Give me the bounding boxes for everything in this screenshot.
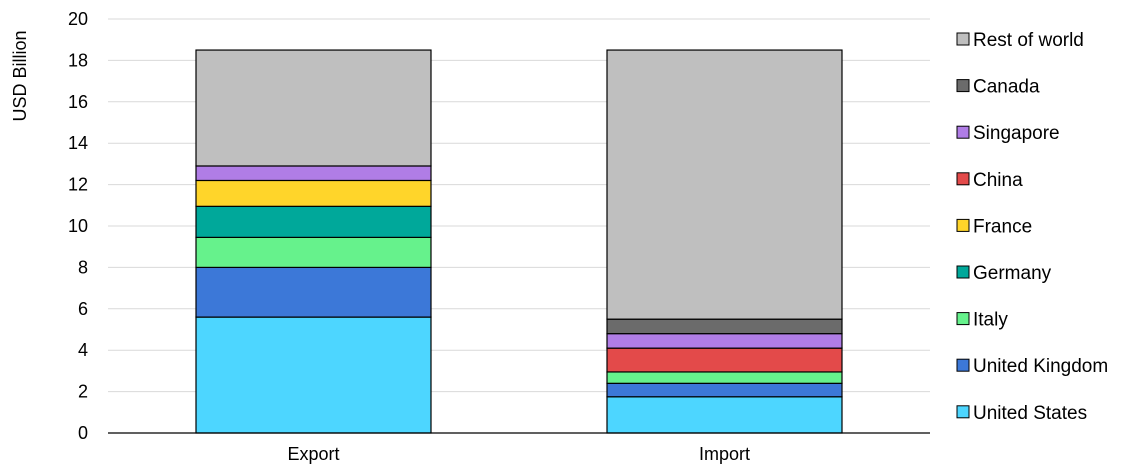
legend-label: Germany <box>973 263 1052 284</box>
bars <box>195 49 843 434</box>
y-tick-label: 6 <box>78 299 88 319</box>
bar-segment-import-united-states <box>606 396 843 434</box>
legend-label: Rest of world <box>973 30 1084 51</box>
legend-swatch <box>956 312 970 326</box>
y-axis-title: USD Billion <box>10 30 30 121</box>
legend-label: France <box>973 216 1032 237</box>
legend-swatch <box>956 125 970 139</box>
y-tick-label: 0 <box>78 423 88 443</box>
x-tick-label: Export <box>287 444 339 464</box>
bar-segment-export-rest-of-world <box>195 49 432 167</box>
y-tick-labels: 0 2 4 6 8 10 12 14 16 18 20 <box>68 9 88 443</box>
y-tick-label: 16 <box>68 92 88 112</box>
y-tick-label: 14 <box>68 133 88 153</box>
y-tick-label: 8 <box>78 257 88 277</box>
bar-segment-import-singapore <box>606 333 843 349</box>
legend-swatch <box>956 32 970 46</box>
y-tick-label: 10 <box>68 216 88 236</box>
x-tick-label: Import <box>699 444 750 464</box>
bar-segment-import-canada <box>606 318 843 335</box>
y-tick-label: 12 <box>68 175 88 195</box>
bar-segment-import-china <box>606 347 843 373</box>
legend-swatch <box>956 218 970 232</box>
legend-label: Canada <box>973 77 1040 98</box>
legend-label: United Kingdom <box>973 356 1108 377</box>
bar-segment-import-italy <box>606 371 843 384</box>
legend-label: Singapore <box>973 123 1060 144</box>
y-tick-label: 2 <box>78 382 88 402</box>
legend-label: United States <box>973 403 1087 424</box>
x-tick-labels: Export Import <box>287 444 750 464</box>
legend-swatch <box>956 405 970 419</box>
legend-label: China <box>973 170 1023 191</box>
legend-swatch <box>956 172 970 186</box>
bar-segment-export-singapore <box>195 165 432 182</box>
bar-segment-export-france <box>195 179 432 207</box>
y-tick-label: 4 <box>78 340 88 360</box>
bar-segment-import-united-kingdom <box>606 382 843 398</box>
legend-label: Italy <box>973 310 1008 331</box>
bar-segment-export-germany <box>195 205 432 238</box>
bar-segment-export-italy <box>195 236 432 268</box>
bar-segment-export-united-states <box>195 316 432 434</box>
legend-swatch <box>956 79 970 93</box>
bar-segment-export-united-kingdom <box>195 266 432 318</box>
legend-swatch <box>956 265 970 279</box>
y-tick-label: 18 <box>68 50 88 70</box>
y-tick-label: 20 <box>68 9 88 29</box>
bar-segment-import-rest-of-world <box>606 49 843 320</box>
legend: Rest of world Canada Singapore China France G… <box>956 30 1108 424</box>
legend-swatch <box>956 358 970 372</box>
